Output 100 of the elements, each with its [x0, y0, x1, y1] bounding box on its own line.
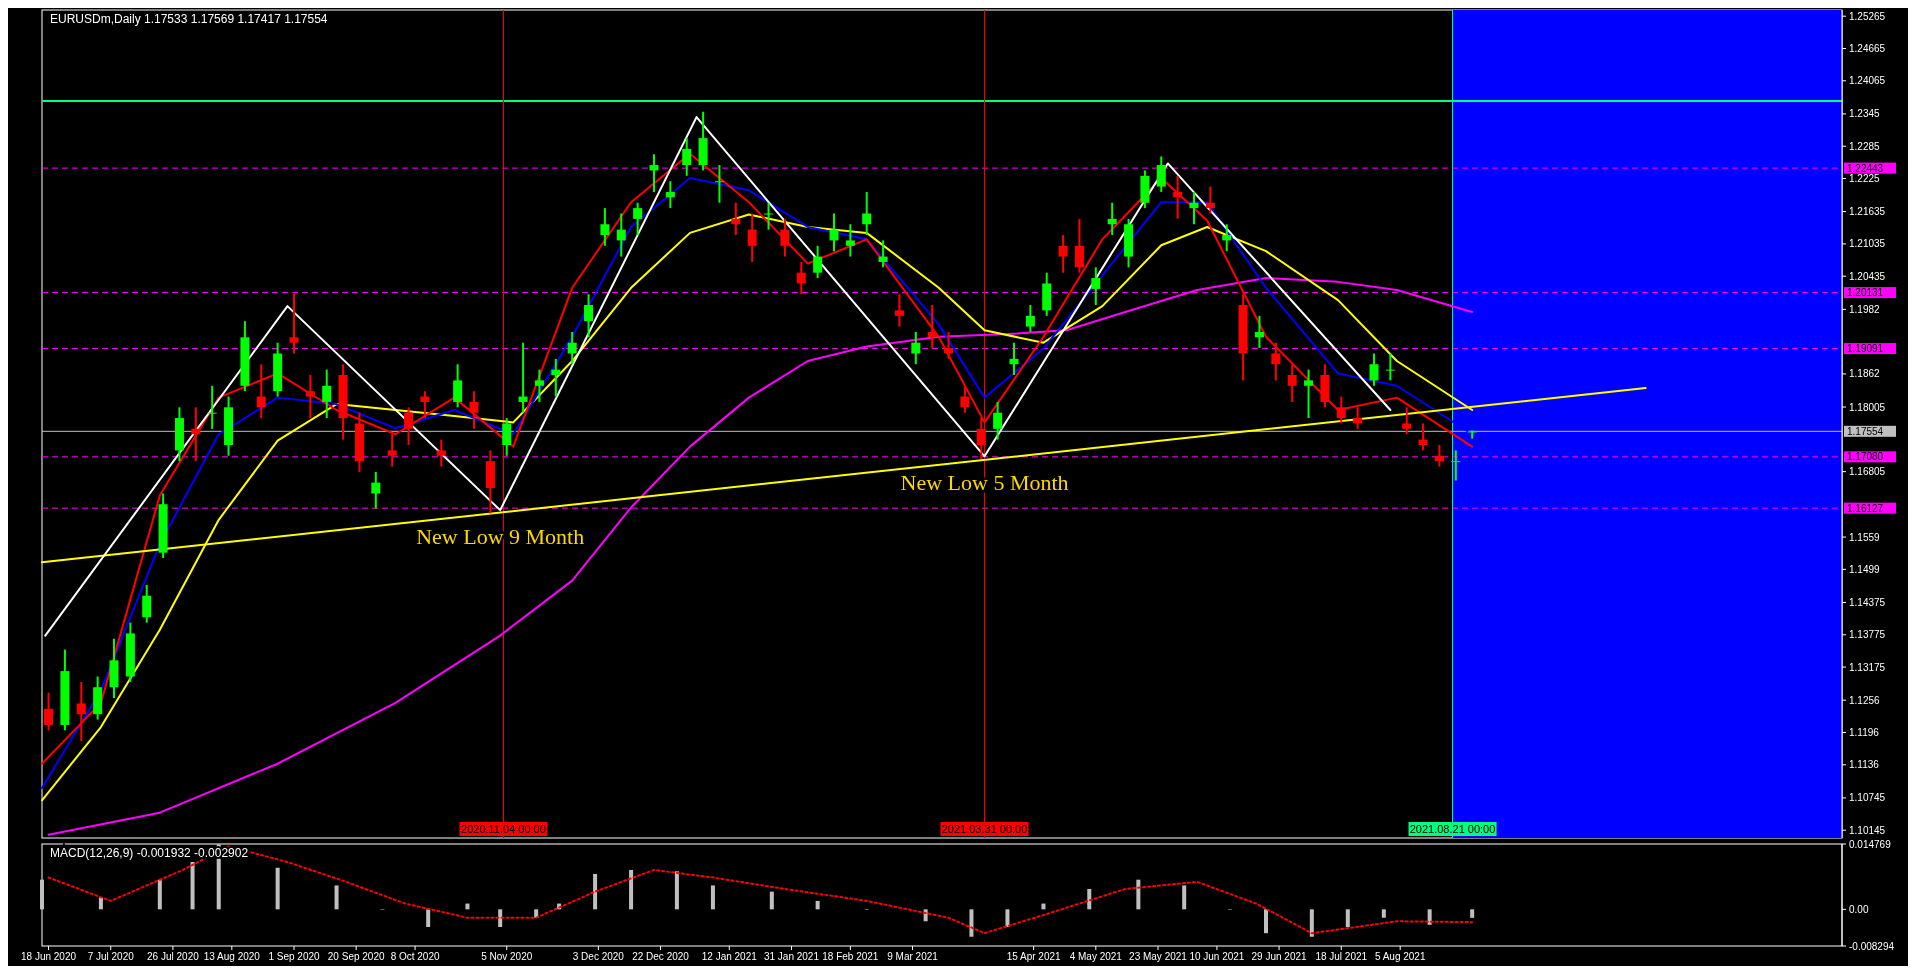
y-tick-label: 1.1982: [1849, 303, 1881, 315]
y-tick-label: 1.1136: [1849, 759, 1880, 771]
x-tick-label: 15 Apr 2021: [1006, 951, 1062, 962]
bar: [1182, 885, 1187, 910]
y-tick-label: 1.13175: [1849, 661, 1886, 673]
bar: [1087, 888, 1092, 910]
bar: [710, 885, 715, 910]
candlestick: [436, 438, 446, 468]
candlestick: [747, 212, 757, 263]
bar: [190, 862, 195, 910]
y-tick-label: 1.2225: [1849, 173, 1881, 185]
candlestick: [1025, 304, 1035, 333]
candlestick: [1287, 363, 1297, 403]
bar: [629, 869, 634, 910]
candlestick: [845, 223, 855, 258]
candlestick: [1173, 174, 1183, 220]
candlestick: [76, 680, 86, 743]
x-tick-label: 4 May 2021: [1069, 951, 1123, 962]
candlestick: [551, 357, 561, 398]
x-tick-label: 9 Mar 2021: [887, 951, 939, 962]
y-tick-label: 1.24065: [1849, 75, 1886, 87]
candlestick: [1304, 368, 1314, 420]
candlestick: [502, 417, 512, 457]
candlestick: [714, 164, 724, 204]
ref-line-label: 1.20131: [1847, 287, 1884, 299]
ref-line-label: 2020.11.04 00:00: [461, 823, 546, 835]
candlestick: [829, 212, 839, 253]
x-tick-label: 29 Jun 2021: [1251, 951, 1308, 962]
chart-title: EURUSDm,Daily 1.17533 1.17569 1.17417 1.17554: [50, 12, 328, 26]
bar: [1136, 879, 1141, 910]
bar: [1470, 909, 1475, 918]
candlestick: [1434, 444, 1444, 468]
y-tick-label: 1.10145: [1849, 824, 1886, 836]
x-tick-label: 23 May 2021: [1129, 951, 1188, 962]
candlestick: [1336, 395, 1346, 425]
x-tick-label: 10 Jun 2021: [1189, 951, 1245, 962]
candlestick: [518, 341, 528, 414]
x-tick-label: 22 Dec 2020: [632, 951, 690, 962]
y-tick-label: 1.13775: [1849, 629, 1886, 641]
candlestick: [534, 368, 544, 403]
candlestick: [305, 374, 315, 420]
candlestick: [960, 384, 970, 414]
candlestick: [1107, 201, 1117, 237]
x-tick-label: 5 Nov 2020: [481, 951, 533, 962]
x-tick-label: 1 Sep 2020: [268, 951, 321, 962]
candlestick: [682, 137, 692, 177]
candlestick: [616, 212, 626, 258]
candlestick: [371, 470, 381, 510]
candlestick: [387, 433, 397, 468]
ref-line-label: 1.16127: [1847, 502, 1884, 514]
x-tick-label: 18 Jul 2021: [1315, 951, 1368, 962]
x-tick-label: 26 Jul 2020: [147, 951, 200, 962]
candlestick: [600, 207, 610, 247]
candlestick: [1402, 406, 1412, 436]
candlestick: [911, 330, 921, 366]
bar: [426, 909, 431, 928]
ref-line-label: 1.22443: [1847, 162, 1884, 174]
bar: [969, 909, 974, 937]
y-tick-label: 1.16805: [1849, 466, 1886, 478]
y-tick-label: 1.14375: [1849, 596, 1886, 608]
bar: [1309, 909, 1314, 937]
y-tick-label: 1.1559: [1849, 531, 1881, 543]
candlestick: [1369, 352, 1379, 387]
bar: [157, 879, 162, 910]
candlestick: [142, 583, 152, 624]
candlestick: [764, 201, 774, 231]
x-tick-label: 18 Feb 2021: [822, 951, 879, 962]
candlestick: [862, 190, 872, 237]
candlestick: [1009, 341, 1019, 377]
y-tick-label: 1.20435: [1849, 270, 1886, 282]
y-tick-label: 1.21035: [1849, 238, 1886, 250]
candlestick: [1156, 155, 1166, 193]
bar: [769, 891, 774, 910]
candlestick: [420, 390, 430, 420]
bar: [334, 885, 339, 910]
y-tick-label: 0.014769: [1849, 838, 1892, 850]
x-tick-label: 8 Oct 2020: [390, 951, 440, 962]
candlestick: [1385, 352, 1395, 382]
candlestick: [665, 180, 675, 210]
candlestick: [207, 384, 217, 430]
candlestick: [993, 400, 1003, 441]
candlestick: [944, 330, 954, 360]
candlestick: [894, 293, 904, 328]
candlestick: [780, 217, 790, 258]
line-series: [44, 116, 1392, 637]
bar: [815, 900, 820, 910]
bar: [1345, 909, 1350, 928]
candlestick: [289, 292, 299, 355]
bar: [1005, 909, 1010, 928]
ref-line-label: 1.17554: [1847, 425, 1884, 437]
candlestick: [796, 260, 806, 296]
candlestick: [1353, 406, 1363, 430]
ref-line-label: 1.17080: [1847, 451, 1884, 463]
y-tick-label: 1.21635: [1849, 206, 1886, 218]
candlestick: [1271, 341, 1281, 382]
candlestick: [633, 201, 643, 237]
x-tick-label: 12 Jan 2021: [701, 951, 758, 962]
candlestick: [44, 691, 54, 732]
bar: [674, 871, 679, 910]
candlestick: [404, 406, 414, 446]
